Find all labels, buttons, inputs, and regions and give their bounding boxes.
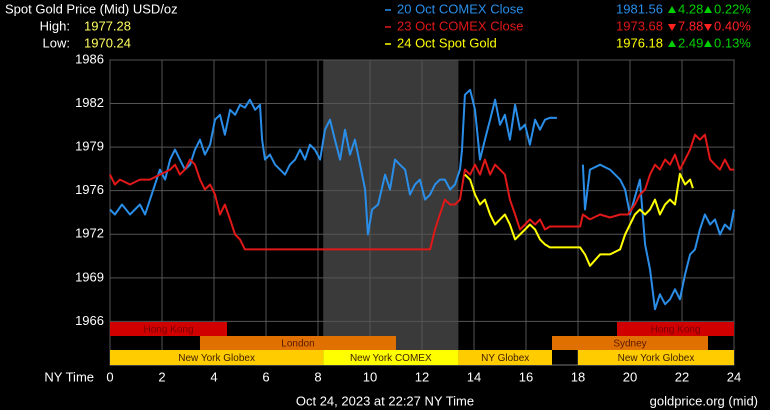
y-tick-label: 1979: [75, 139, 104, 154]
y-tick-label: 1982: [75, 95, 104, 110]
x-tick-label: 4: [210, 369, 217, 384]
series-line: [464, 172, 694, 267]
legend-change: 4.28: [678, 1, 703, 16]
x-tick-label: 10: [363, 369, 377, 384]
session-bar: [617, 322, 734, 336]
session-bar: [578, 350, 734, 365]
x-tick-label: 2: [158, 369, 165, 384]
legend-value: 1981.56: [616, 1, 663, 16]
session-label: New York Globex: [618, 353, 695, 364]
legend-change-pct: 0.13%: [714, 35, 751, 50]
session-bar: [552, 336, 708, 350]
change-arrow: [668, 24, 676, 31]
low-label: Low:: [43, 35, 70, 50]
x-tick-label: 14: [467, 369, 481, 384]
x-axis-label: NY Time: [44, 369, 94, 384]
session-bar: [110, 350, 324, 365]
y-tick-label: 1966: [75, 313, 104, 328]
series-line: [581, 163, 735, 311]
change-arrow: [704, 6, 712, 13]
legend-value: 1976.18: [616, 35, 663, 50]
legend-change-pct: 0.40%: [714, 18, 751, 33]
x-tick-label: 8: [314, 369, 321, 384]
legend-value: 1973.68: [616, 18, 663, 33]
change-arrow: [668, 6, 676, 13]
session-label: New York Globex: [178, 353, 255, 364]
x-tick-label: 20: [623, 369, 637, 384]
y-tick-label: 1969: [75, 269, 104, 284]
high-label: High:: [40, 18, 70, 33]
legend-change: 2.49: [678, 35, 703, 50]
chart-title: Spot Gold Price (Mid) USD/oz: [5, 1, 178, 16]
series-line: [109, 133, 734, 251]
source: goldprice.org (mid): [650, 393, 758, 408]
y-tick-label: 1972: [75, 226, 104, 241]
series-line: [109, 88, 557, 236]
session-label: New York COMEX: [350, 353, 432, 364]
session-label: NY Globex: [481, 353, 529, 364]
y-tick-label: 1986: [75, 51, 104, 66]
legend-label: 20 Oct COMEX Close: [397, 1, 523, 16]
x-tick-label: 18: [571, 369, 585, 384]
change-arrow: [668, 40, 676, 47]
session-label: Sydney: [613, 339, 646, 350]
session-bar: [458, 350, 552, 365]
change-arrow: [704, 40, 712, 47]
low-value: 1970.24: [84, 35, 131, 50]
legend-change: 7.88: [678, 18, 703, 33]
shaded-session: [323, 60, 459, 365]
session-label: London: [281, 339, 314, 350]
session-label: Hong Kong: [650, 325, 700, 336]
legend-label: 23 Oct COMEX Close: [397, 18, 523, 33]
legend-label: 24 Oct Spot Gold: [397, 35, 497, 50]
footer: Oct 24, 2023 at 22:27 NY Time: [296, 393, 474, 408]
legend-change-pct: 0.22%: [714, 1, 751, 16]
session-bar: [323, 350, 459, 365]
high-value: 1977.28: [84, 18, 131, 33]
x-tick-label: 24: [727, 369, 741, 384]
session-label: Hong Kong: [143, 325, 193, 336]
x-tick-label: 16: [519, 369, 533, 384]
x-tick-label: 22: [675, 369, 689, 384]
x-tick-label: 0: [106, 369, 113, 384]
y-tick-label: 1976: [75, 182, 104, 197]
session-bar: [199, 336, 396, 350]
x-tick-label: 12: [415, 369, 429, 384]
change-arrow: [704, 24, 712, 31]
session-bar: [110, 322, 227, 336]
x-tick-label: 6: [262, 369, 269, 384]
